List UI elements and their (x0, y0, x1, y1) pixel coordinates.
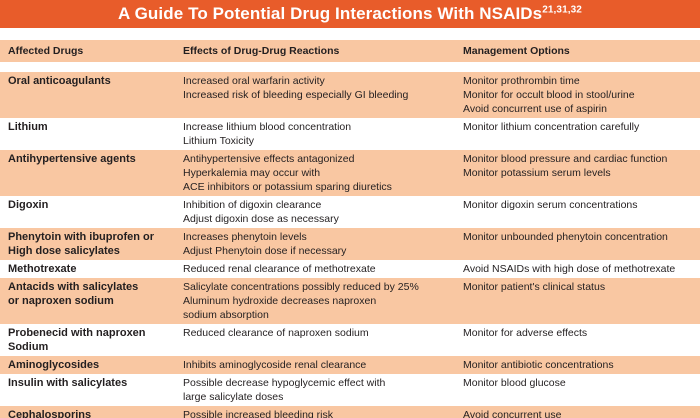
title-main-text: A Guide To Potential Drug Interactions W… (118, 4, 543, 23)
drug-name-cell: Oral anticoagulants (8, 75, 111, 87)
management-cell: Monitor prothrombin time Monitor for occ… (463, 75, 635, 115)
title-reference-superscript: 21,31,32 (542, 4, 582, 16)
effects-cell: Possible decrease hypoglycemic effect wi… (183, 377, 386, 403)
drug-name-cell: Antacids with salicylates or naproxen so… (8, 281, 139, 307)
effects-cell: Increases phenytoin levels Adjust Phenyt… (183, 231, 347, 257)
management-cell: Monitor blood glucose (463, 377, 566, 389)
table-row: Cephalosporins Possible increased bleedi… (0, 406, 700, 418)
page-title: A Guide To Potential Drug Interactions W… (0, 0, 700, 28)
table-row: Digoxin Inhibition of digoxin clearance … (0, 196, 700, 228)
effects-cell: Reduced clearance of naproxen sodium (183, 327, 369, 339)
page-title-text: A Guide To Potential Drug Interactions W… (118, 4, 582, 24)
drug-name-cell: Digoxin (8, 199, 49, 211)
drug-name-cell: Probenecid with naproxen Sodium (8, 327, 146, 353)
table-row: Phenytoin with ibuprofen or High dose sa… (0, 228, 700, 260)
management-cell: Monitor antibiotic concentrations (463, 359, 614, 371)
drug-name-cell: Phenytoin with ibuprofen or High dose sa… (8, 231, 155, 257)
drug-name-cell: Methotrexate (8, 263, 77, 275)
management-cell: Avoid concurrent use (463, 409, 562, 418)
effects-cell: Antihypertensive effects antagonized Hyp… (183, 153, 392, 193)
table-row: Lithium Increase lithium blood concentra… (0, 118, 700, 150)
effects-cell: Inhibition of digoxin clearance Adjust d… (183, 199, 339, 225)
management-cell: Monitor unbounded phenytoin concentratio… (463, 231, 668, 243)
effects-cell: Possible increased bleeding risk (183, 409, 333, 418)
drug-name-cell: Antihypertensive agents (8, 153, 136, 165)
management-cell: Monitor lithium concentration carefully (463, 121, 640, 133)
table-body: Oral anticoagulants Increased oral warfa… (0, 72, 700, 418)
management-cell: Monitor digoxin serum concentrations (463, 199, 638, 211)
management-cell: Avoid NSAIDs with high dose of methotrex… (463, 263, 676, 275)
table-row: Insulin with salicylates Possible decrea… (0, 374, 700, 406)
column-header-affected-drugs: Affected Drugs (8, 45, 84, 57)
spacer (0, 28, 700, 40)
table-row: Antacids with salicylates or naproxen so… (0, 278, 700, 324)
management-cell: Monitor blood pressure and cardiac funct… (463, 153, 668, 179)
table-row: Methotrexate Reduced renal clearance of … (0, 260, 700, 278)
column-header-effects: Effects of Drug-Drug Reactions (183, 45, 340, 57)
drug-name-cell: Lithium (8, 121, 48, 133)
effects-cell: Reduced renal clearance of methotrexate (183, 263, 376, 275)
spacer (0, 62, 700, 72)
management-cell: Monitor for adverse effects (463, 327, 588, 339)
effects-cell: Inhibits aminoglycoside renal clearance (183, 359, 367, 371)
effects-cell: Salicylate concentrations possibly reduc… (183, 281, 419, 321)
column-header-management: Management Options (463, 45, 570, 57)
drug-name-cell: Aminoglycosides (8, 359, 100, 371)
table-row: Probenecid with naproxen Sodium Reduced … (0, 324, 700, 356)
table-row: Oral anticoagulants Increased oral warfa… (0, 72, 700, 118)
drug-name-cell: Insulin with salicylates (8, 377, 128, 389)
effects-cell: Increase lithium blood concentration Lit… (183, 121, 352, 147)
drug-name-cell: Cephalosporins (8, 409, 92, 418)
table-row: Aminoglycosides Inhibits aminoglycoside … (0, 356, 700, 374)
effects-cell: Increased oral warfarin activity Increas… (183, 75, 409, 101)
management-cell: Monitor patient's clinical status (463, 281, 606, 293)
table-row: Antihypertensive agents Antihypertensive… (0, 150, 700, 196)
table-header-row: Affected Drugs Effects of Drug-Drug Reac… (0, 40, 700, 62)
